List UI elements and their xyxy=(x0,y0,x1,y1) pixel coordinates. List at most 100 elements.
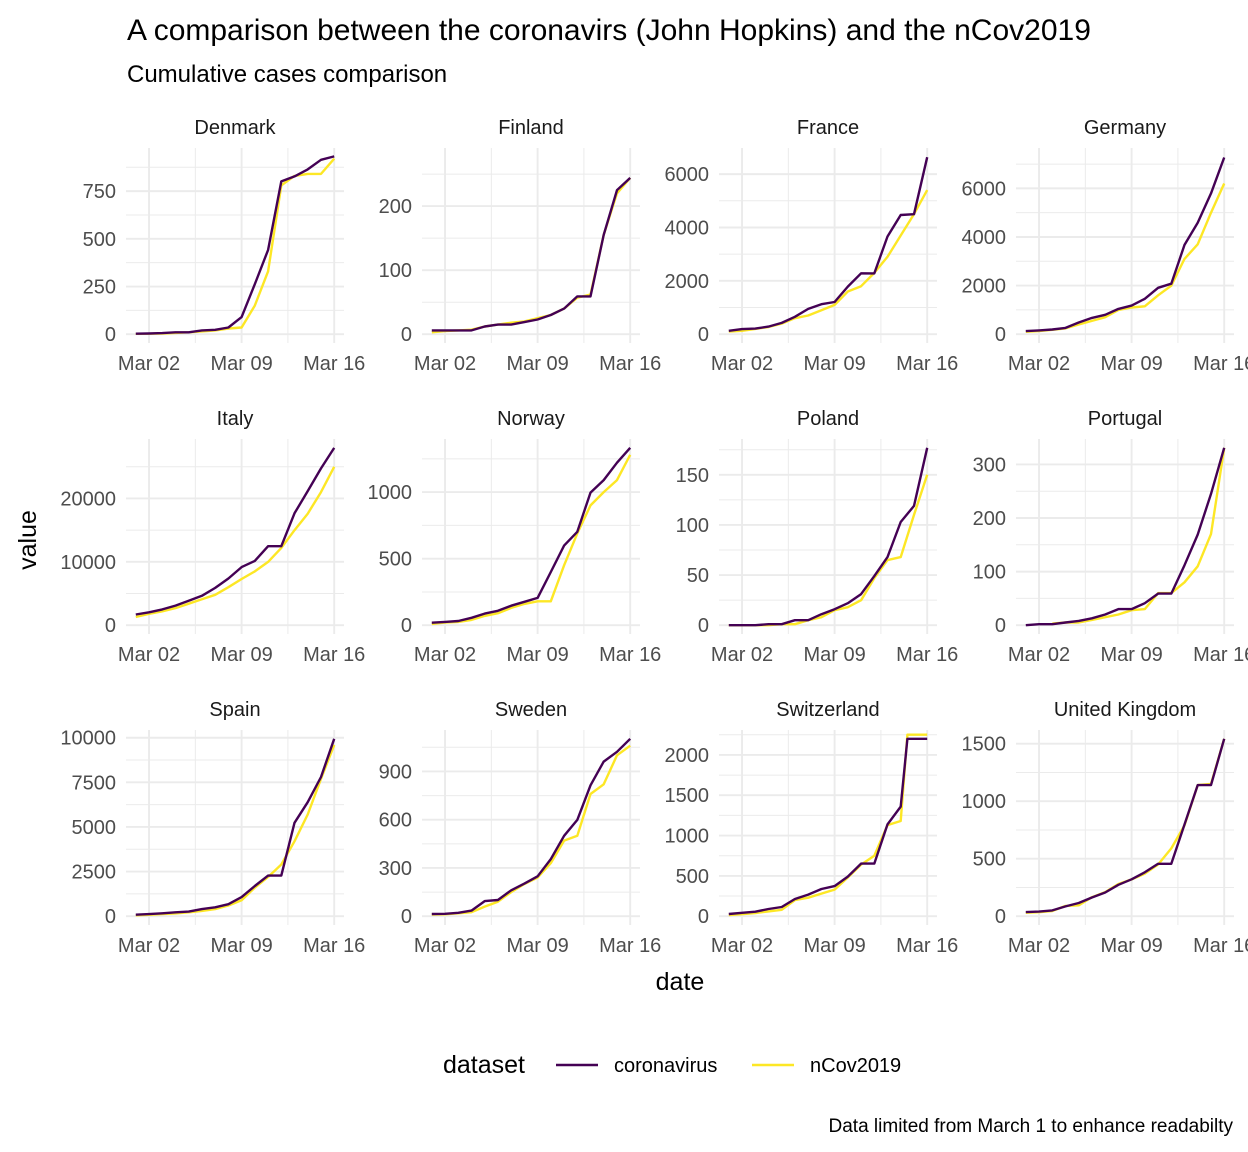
y-tick-label: 250 xyxy=(83,277,116,299)
x-tick-label: Mar 02 xyxy=(1008,353,1070,375)
x-tick-label: Mar 02 xyxy=(414,353,476,375)
legend-label-coronavirus: coronavirus xyxy=(614,1055,717,1077)
y-tick-label: 0 xyxy=(105,615,116,637)
y-tick-label: 20000 xyxy=(60,488,116,510)
panel-norway: Norway 0 500 1000 Mar 02 Mar 09 Mar 16 xyxy=(368,408,662,666)
y-tick-label: 1000 xyxy=(665,826,710,848)
x-tick-label: Mar 09 xyxy=(506,935,568,957)
panel-portugal: Portugal 0 100 200 300 Mar 02 Mar 09 Mar 16 xyxy=(973,408,1248,666)
series-line-coronavirus xyxy=(728,447,929,627)
x-tick-label: Mar 16 xyxy=(303,353,365,375)
x-tick-label: Mar 09 xyxy=(803,935,865,957)
series-line-ncov2019 xyxy=(135,157,336,335)
y-tick-label: 7500 xyxy=(72,772,117,794)
x-tick-label: Mar 16 xyxy=(599,353,661,375)
y-tick-label: 1500 xyxy=(665,785,710,807)
x-tick-label: Mar 02 xyxy=(118,353,180,375)
series-line-ncov2019 xyxy=(135,466,336,619)
y-tick-label: 0 xyxy=(401,906,412,928)
series-line-ncov2019 xyxy=(1025,738,1226,914)
series-line-ncov2019 xyxy=(728,189,929,333)
y-tick-label: 6000 xyxy=(962,178,1007,200)
y-tick-label: 300 xyxy=(379,858,412,880)
x-tick-label: Mar 02 xyxy=(414,935,476,957)
y-tick-label: 500 xyxy=(379,549,412,571)
x-tick-label: Mar 16 xyxy=(303,935,365,957)
x-tick-label: Mar 09 xyxy=(1100,644,1162,666)
x-tick-label: Mar 02 xyxy=(1008,935,1070,957)
x-tick-label: Mar 16 xyxy=(896,935,958,957)
y-tick-label: 100 xyxy=(973,562,1006,584)
panel-title-switzerland: Switzerland xyxy=(776,699,879,721)
x-tick-label: Mar 09 xyxy=(210,935,272,957)
y-tick-label: 0 xyxy=(105,324,116,346)
y-tick-label: 500 xyxy=(83,229,116,251)
y-tick-label: 10000 xyxy=(60,552,116,574)
panel-title-poland: Poland xyxy=(797,408,859,430)
x-tick-label: Mar 09 xyxy=(506,644,568,666)
y-tick-label: 0 xyxy=(105,906,116,928)
chart-title: A comparison between the coronavirs (Joh… xyxy=(127,14,1091,47)
x-tick-label: Mar 16 xyxy=(1193,644,1248,666)
series-line-coronavirus xyxy=(431,447,632,624)
series-line-ncov2019 xyxy=(431,454,632,626)
y-tick-label: 0 xyxy=(995,615,1006,637)
x-tick-label: Mar 02 xyxy=(711,935,773,957)
x-tick-label: Mar 09 xyxy=(506,353,568,375)
x-tick-label: Mar 02 xyxy=(711,644,773,666)
x-tick-label: Mar 02 xyxy=(711,353,773,375)
x-tick-label: Mar 16 xyxy=(599,644,661,666)
panel-germany: Germany 0 2000 4000 6000 Mar 02 Mar 09 Mar 16 xyxy=(962,117,1248,375)
legend-label-ncov2019: nCov2019 xyxy=(810,1055,901,1077)
x-tick-label: Mar 09 xyxy=(210,353,272,375)
y-tick-label: 0 xyxy=(401,324,412,346)
series-line-coronavirus xyxy=(1025,738,1226,914)
panel-title-finland: Finland xyxy=(498,117,564,139)
series-line-ncov2019 xyxy=(135,744,336,917)
chart-subtitle: Cumulative cases comparison xyxy=(127,61,447,88)
y-tick-label: 100 xyxy=(379,260,412,282)
y-tick-label: 6000 xyxy=(665,164,710,186)
x-tick-label: Mar 09 xyxy=(1100,935,1162,957)
series-line-coronavirus xyxy=(431,177,632,332)
panel-poland: Poland 0 50 100 150 Mar 02 Mar 09 Mar 16 xyxy=(676,408,959,666)
y-tick-label: 300 xyxy=(973,454,1006,476)
x-tick-label: Mar 09 xyxy=(803,644,865,666)
y-tick-label: 500 xyxy=(973,849,1006,871)
x-tick-label: Mar 09 xyxy=(210,644,272,666)
series-line-coronavirus xyxy=(1025,157,1226,333)
series-line-coronavirus xyxy=(135,447,336,616)
legend: dataset coronavirus nCov2019 xyxy=(443,1051,901,1079)
y-tick-label: 150 xyxy=(676,465,709,487)
y-tick-label: 2000 xyxy=(962,276,1007,298)
x-tick-label: Mar 02 xyxy=(118,935,180,957)
y-tick-label: 0 xyxy=(698,324,709,346)
series-line-coronavirus xyxy=(431,737,632,916)
x-tick-label: Mar 16 xyxy=(1193,935,1248,957)
x-tick-label: Mar 16 xyxy=(1193,353,1248,375)
panel-title-norway: Norway xyxy=(497,408,565,430)
y-tick-label: 200 xyxy=(973,508,1006,530)
series-line-coronavirus xyxy=(135,738,336,916)
x-tick-label: Mar 16 xyxy=(599,935,661,957)
y-tick-label: 100 xyxy=(676,515,709,537)
series-line-coronavirus xyxy=(135,155,335,335)
chart-caption: Data limited from March 1 to enhance rea… xyxy=(829,1116,1234,1137)
y-tick-label: 0 xyxy=(995,324,1006,346)
panel-title-spain: Spain xyxy=(209,699,260,721)
panel-spain: Spain 0 2500 5000 7500 10000 Mar 02 Mar 09 Mar 1… xyxy=(60,699,365,957)
series-line-coronavirus xyxy=(1025,447,1226,627)
panel-title-portugal: Portugal xyxy=(1088,408,1163,430)
y-tick-label: 0 xyxy=(401,615,412,637)
series-line-coronavirus xyxy=(728,737,928,916)
y-tick-label: 600 xyxy=(379,810,412,832)
x-tick-label: Mar 09 xyxy=(1100,353,1162,375)
x-tick-label: Mar 02 xyxy=(118,644,180,666)
x-tick-label: Mar 09 xyxy=(803,353,865,375)
series-line-coronavirus xyxy=(728,156,929,332)
panel-denmark: Denmark 0 250 500 750 Mar 02 Mar 09 Mar 16 xyxy=(83,117,366,375)
panel-united-kingdom: United Kingdom 0 500 1000 1500 Mar 02 Mar 09 Ma… xyxy=(962,699,1248,957)
y-tick-label: 0 xyxy=(995,906,1006,928)
y-tick-label: 0 xyxy=(698,615,709,637)
